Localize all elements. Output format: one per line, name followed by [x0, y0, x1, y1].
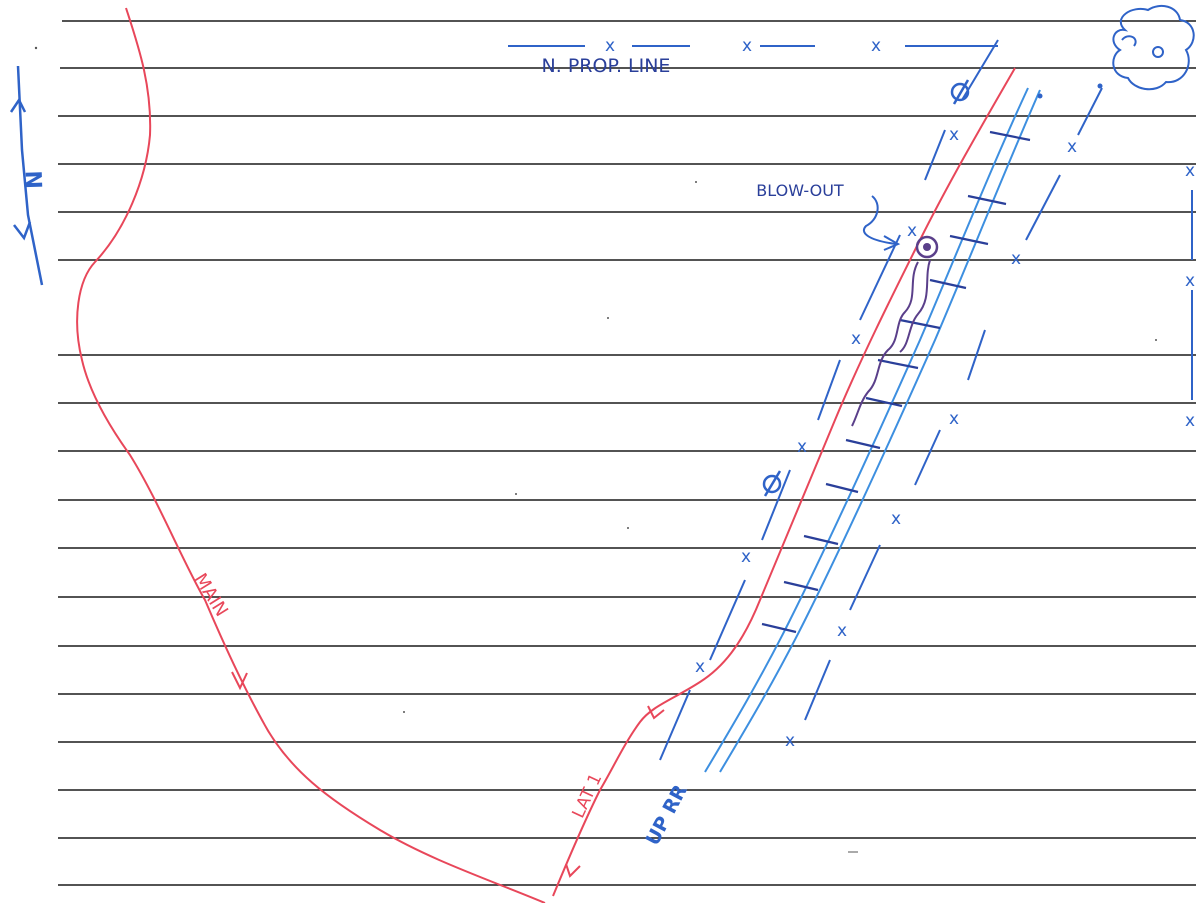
fence-marker: x [797, 437, 807, 457]
fence-marker: x [1185, 161, 1195, 181]
fence-line-west [659, 39, 999, 761]
fence-marker: x [891, 509, 901, 529]
fence-marker: x [837, 621, 847, 641]
blow-out-pointer-arrowhead-icon [883, 235, 901, 251]
railroad-tracks [704, 87, 1041, 773]
lat-flow-arrow-icon [647, 705, 665, 720]
main-pipe-line [76, 7, 546, 903]
lat-flow-arrow-icon [565, 863, 581, 878]
main-flow-arrow-icon [231, 671, 248, 691]
blow-out-pointer-arrow [862, 195, 897, 245]
blow-out-label: BLOW-OUT [756, 181, 844, 200]
fence-markers: x x x x x x x x x x x x x x x x x x [605, 36, 1195, 751]
fence-marker: x [742, 36, 752, 56]
fence-marker: x [949, 409, 959, 429]
fence-marker: x [785, 731, 795, 751]
tree-icon [1112, 4, 1195, 91]
fence-marker: x [695, 657, 705, 677]
fence-marker: x [1185, 271, 1195, 291]
railroad-label: UP RR [642, 781, 692, 849]
power-pole-south [762, 470, 782, 497]
main-label: MAIN [189, 570, 232, 621]
fence-marker: x [871, 36, 881, 56]
north-property-line-label: N. PROP. LINE [542, 55, 671, 77]
fence-line-east [804, 87, 1103, 721]
stray-marks [34, 46, 1157, 853]
fence-marker: x [1067, 137, 1077, 157]
fence-marker: x [907, 221, 917, 241]
power-pole-north [950, 79, 970, 105]
lat-label: LAT 1 [569, 770, 607, 821]
ruled-lines [58, 20, 1196, 886]
fence-marker: x [741, 547, 751, 567]
fence-marker: x [1011, 249, 1021, 269]
north-arrow [9, 65, 44, 286]
fence-marker: x [949, 125, 959, 145]
fence-marker: x [1185, 411, 1195, 431]
north-arrow-label: N [20, 170, 46, 189]
railroad-ties [761, 130, 1031, 634]
fence-marker: x [605, 36, 615, 56]
fence-marker: x [851, 329, 861, 349]
blow-out-marker [851, 235, 939, 427]
